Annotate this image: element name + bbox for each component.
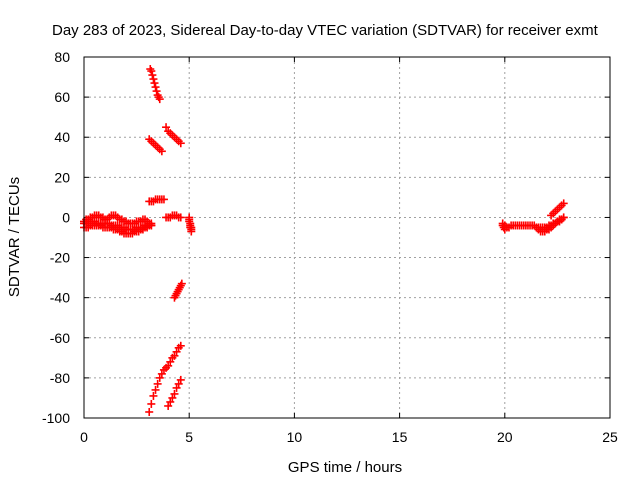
data-point: [149, 391, 158, 400]
series-segment-vertical-five: [185, 213, 196, 236]
y-tick-label: -20: [50, 250, 70, 266]
series-segment-minus-forty: [170, 279, 186, 302]
data-point: [148, 71, 157, 80]
data-point: [172, 347, 181, 356]
data-point: [559, 199, 568, 208]
series-segment-lower-right: [164, 375, 185, 410]
data-point: [166, 357, 175, 366]
data-point: [176, 213, 185, 222]
data-point: [147, 221, 156, 230]
data-point: [176, 375, 185, 384]
y-tick-label: -80: [50, 370, 70, 386]
series-segment-near-zero: [162, 211, 185, 222]
y-tick-label: -40: [50, 290, 70, 306]
series-segment-upper-b: [145, 135, 166, 156]
data-point: [159, 195, 168, 204]
data-point: [164, 361, 173, 370]
data-point: [162, 123, 171, 132]
chart-title: Day 283 of 2023, Sidereal Day-to-day VTE…: [52, 22, 599, 39]
y-tick-label: 0: [62, 209, 70, 225]
x-tick-label: 10: [287, 429, 303, 445]
data-point: [168, 393, 177, 402]
data-point: [170, 351, 179, 360]
data-point: [176, 139, 185, 148]
series-segment-steep-top: [146, 65, 164, 104]
series-segment-near-ten: [145, 195, 168, 206]
data-point: [170, 389, 179, 398]
data-point: [147, 67, 156, 76]
data-point: [157, 147, 166, 156]
data-point: [150, 79, 159, 88]
data-point: [152, 87, 161, 96]
data-point: [164, 401, 173, 410]
x-tick-label: 20: [497, 429, 513, 445]
data-point: [153, 379, 162, 388]
data-point: [155, 95, 164, 104]
data-point: [172, 383, 181, 392]
data-point: [174, 379, 183, 388]
y-axis-label: SDTVAR / TECUs: [6, 177, 23, 297]
series-cluster-early-c: [80, 217, 156, 234]
y-tick-label: 80: [54, 49, 70, 65]
data-point: [166, 397, 175, 406]
data-point: [500, 221, 509, 230]
data-point: [559, 213, 568, 222]
data-point: [155, 373, 164, 382]
data-point: [147, 399, 156, 408]
x-tick-label: 25: [602, 429, 618, 445]
x-tick-label: 0: [80, 429, 88, 445]
x-tick-label: 15: [392, 429, 408, 445]
axis-ticks: 0 5 10 15 20 25 -100 -80 -60 -40 -20 0 20 40 60 80: [42, 49, 618, 445]
grid-lines: [84, 57, 610, 418]
y-tick-label: -60: [50, 330, 70, 346]
data-points: [80, 65, 568, 416]
data-point: [157, 369, 166, 378]
data-point: [151, 385, 160, 394]
data-point: [149, 75, 158, 84]
y-tick-label: 60: [54, 89, 70, 105]
series-cluster-late-b: [534, 213, 568, 236]
data-point: [187, 227, 196, 236]
y-tick-label: 20: [54, 169, 70, 185]
series-cluster-late-rise: [547, 199, 568, 220]
plot-frame: [83, 56, 611, 419]
series-segment-long-diagonal: [145, 341, 185, 416]
x-tick-label: 5: [185, 429, 193, 445]
x-axis-label: GPS time / hours: [288, 459, 402, 476]
data-point: [145, 407, 154, 416]
y-tick-label: -100: [42, 410, 70, 426]
series-segment-upper-c: [162, 123, 185, 148]
data-point: [177, 279, 186, 288]
y-tick-label: 40: [54, 129, 70, 145]
data-point: [151, 83, 160, 92]
series-cluster-late-start: [498, 219, 509, 234]
data-point: [176, 341, 185, 350]
